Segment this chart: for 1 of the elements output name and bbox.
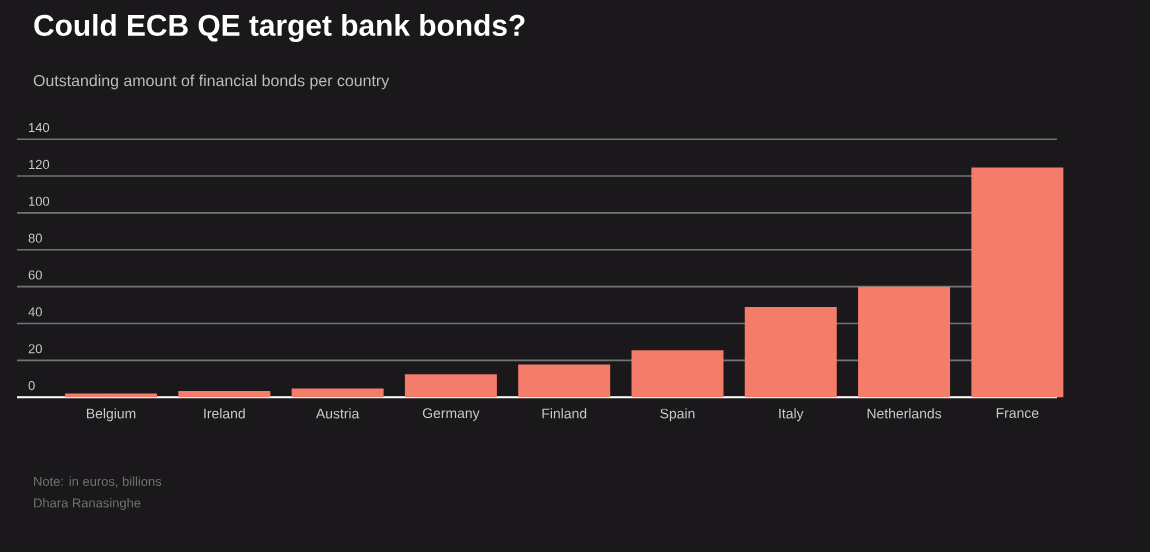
chart-title: Could ECB QE target bank bonds? — [34, 14, 525, 43]
